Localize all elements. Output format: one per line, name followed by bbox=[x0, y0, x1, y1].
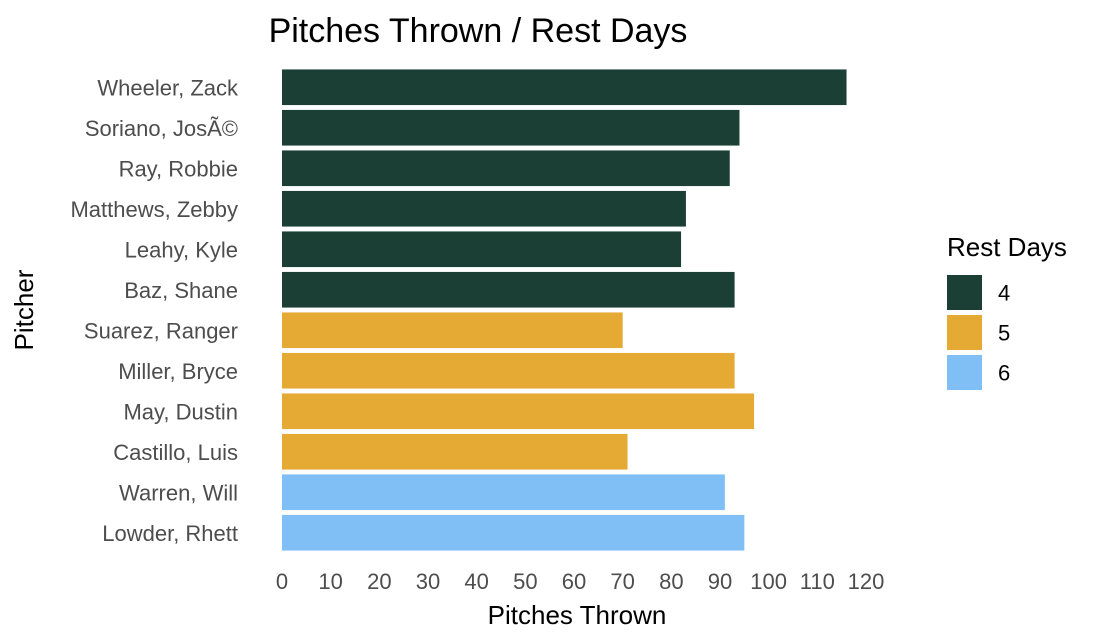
bar bbox=[282, 69, 847, 106]
bar bbox=[282, 109, 740, 146]
x-tick-label: 0 bbox=[276, 569, 288, 594]
bar bbox=[282, 312, 623, 349]
x-tick-label: 80 bbox=[659, 569, 683, 594]
legend-key bbox=[947, 355, 982, 390]
x-tick-label: 70 bbox=[610, 569, 634, 594]
bar bbox=[282, 474, 725, 511]
legend: Rest Days 4 5 6 bbox=[947, 232, 1067, 390]
bar bbox=[282, 352, 735, 389]
legend-label: 6 bbox=[998, 361, 1010, 386]
y-tick-label: Lowder, Rhett bbox=[102, 521, 238, 546]
bar bbox=[282, 150, 730, 187]
y-tick-label: Soriano, JosÃ© bbox=[85, 116, 238, 141]
y-tick-label: Leahy, Kyle bbox=[125, 237, 238, 262]
x-tick-label: 90 bbox=[708, 569, 732, 594]
legend-key bbox=[947, 315, 982, 350]
x-tick-label: 30 bbox=[416, 569, 440, 594]
y-tick-label: Castillo, Luis bbox=[113, 440, 238, 465]
y-tick-label: Baz, Shane bbox=[124, 278, 238, 303]
x-tick-label: 120 bbox=[848, 569, 885, 594]
y-tick-label: May, Dustin bbox=[123, 399, 238, 424]
y-tick-label: Suarez, Ranger bbox=[84, 318, 238, 343]
chart-title: Pitches Thrown / Rest Days bbox=[269, 12, 688, 50]
y-tick-label: Ray, Robbie bbox=[119, 156, 238, 181]
x-tick-label: 50 bbox=[513, 569, 537, 594]
x-axis-title: Pitches Thrown bbox=[488, 600, 667, 630]
x-tick-labels: 0 10 20 30 40 50 60 70 80 90 100 110 120 bbox=[276, 569, 884, 594]
bar bbox=[282, 433, 628, 470]
x-tick-label: 110 bbox=[800, 569, 835, 594]
bar bbox=[282, 514, 745, 551]
legend-label: 5 bbox=[998, 321, 1010, 346]
y-tick-labels: Wheeler, Zack Soriano, JosÃ© Ray, Robbie Ma… bbox=[70, 75, 239, 546]
legend-label: 4 bbox=[998, 281, 1010, 306]
y-tick-label: Miller, Bryce bbox=[118, 359, 238, 384]
y-axis-title: Pitcher bbox=[9, 269, 39, 350]
y-tick-label: Wheeler, Zack bbox=[97, 75, 239, 100]
x-tick-label: 100 bbox=[750, 569, 787, 594]
x-tick-label: 10 bbox=[318, 569, 342, 594]
y-tick-label: Warren, Will bbox=[119, 480, 238, 505]
bars-layer bbox=[282, 69, 847, 551]
x-tick-label: 60 bbox=[562, 569, 586, 594]
bar bbox=[282, 393, 755, 430]
y-tick-label: Matthews, Zebby bbox=[70, 197, 238, 222]
legend-key bbox=[947, 275, 982, 310]
x-tick-label: 40 bbox=[464, 569, 488, 594]
x-tick-label: 20 bbox=[367, 569, 391, 594]
bar bbox=[282, 231, 682, 268]
legend-title: Rest Days bbox=[947, 232, 1067, 262]
bar bbox=[282, 190, 686, 227]
bar bbox=[282, 271, 735, 308]
